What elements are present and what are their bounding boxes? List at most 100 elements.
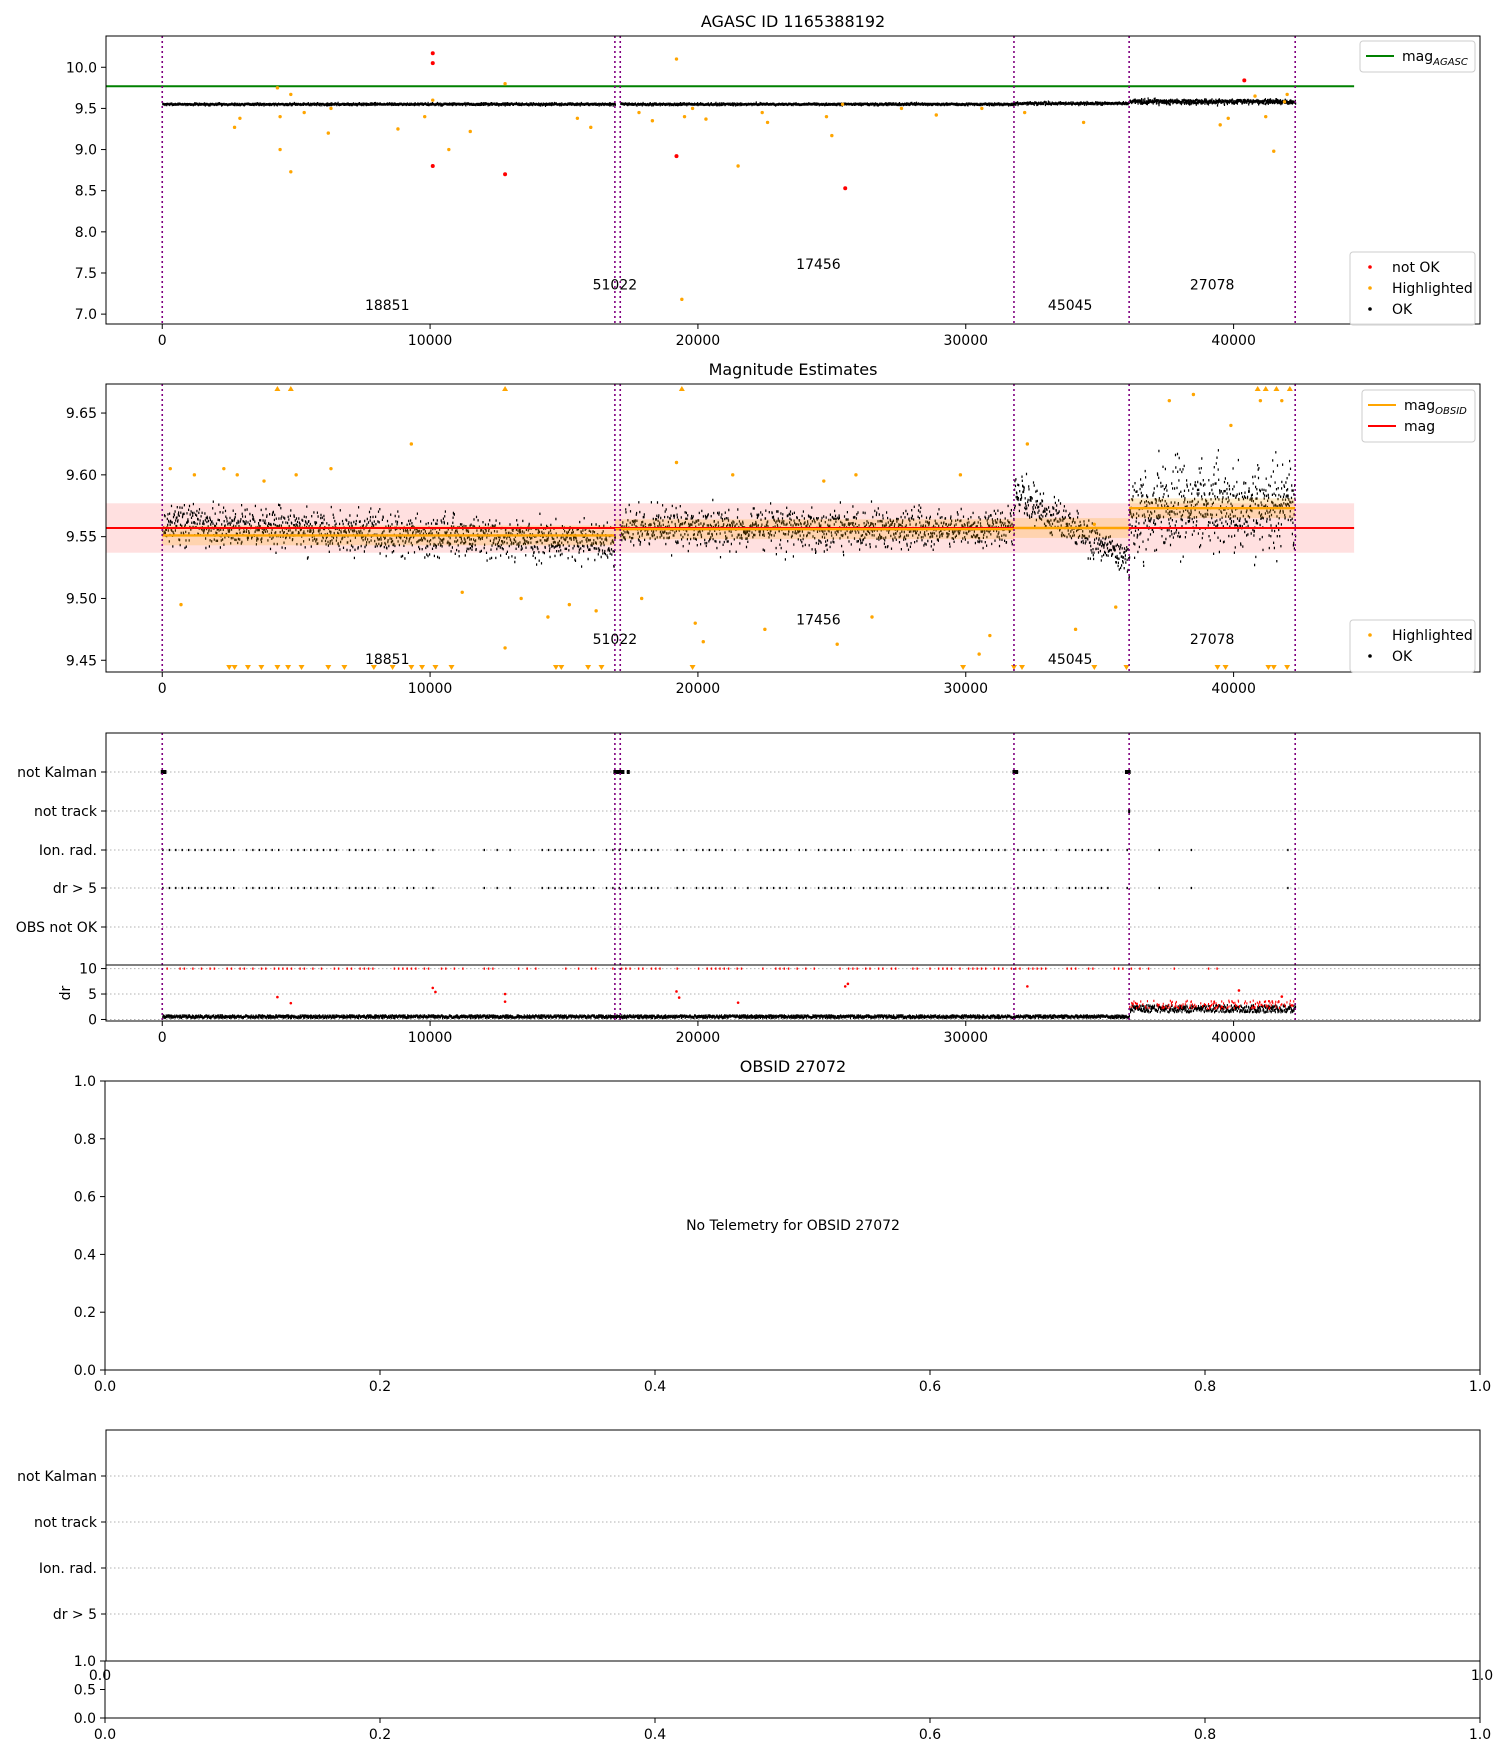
highlighted-point — [1229, 423, 1233, 428]
obsid-label: 51022 — [593, 632, 638, 648]
not-kalman-point — [1012, 770, 1016, 774]
legend-label: magOBSID — [1404, 398, 1467, 417]
highlighted-point — [1282, 100, 1287, 104]
x-tick-label: 40000 — [1211, 1030, 1256, 1046]
agasc-magnitude-panel: AGASC ID 1165388192 18851 51022 17456 45045… — [66, 12, 1481, 349]
empty-flags-panel: not Kalman not track Ion. rad. dr > 5 0.0 0.2… — [17, 1429, 1493, 1743]
highlighted-point — [854, 473, 858, 477]
highlighted-point — [589, 125, 593, 130]
clipped-high-marker — [287, 386, 294, 391]
clipped-low-marker — [231, 665, 238, 670]
highlighted-point — [693, 621, 697, 625]
dr-outlier-point — [736, 1001, 740, 1004]
legend-label-subscript: OBSID — [1435, 406, 1467, 417]
dr-outlier-point — [1237, 989, 1241, 992]
dr-high-points — [1129, 999, 1295, 1010]
not-kalman-point — [626, 770, 630, 774]
legend-label: mag — [1404, 419, 1435, 435]
x-tick-label: 10000 — [408, 681, 453, 697]
y-tick-label: 9.60 — [66, 468, 97, 484]
highlighted-point — [1073, 627, 1078, 632]
highlighted-point — [503, 82, 507, 86]
highlighted-point — [1226, 116, 1230, 120]
highlighted-point — [674, 460, 679, 465]
clipped-low-marker — [432, 665, 439, 670]
legend-label-text: not OK — [1392, 260, 1440, 276]
dr-outlier-point — [276, 995, 279, 999]
clipped-low-marker — [1214, 665, 1221, 670]
highlighted-point — [1022, 110, 1027, 115]
x-tick-label: 30000 — [943, 1030, 988, 1046]
clipped-high-marker — [1286, 386, 1293, 391]
y-tick-label: 0.5 — [74, 1683, 96, 1699]
not-ok-point — [430, 61, 435, 66]
clipped-low-marker — [448, 665, 455, 670]
not-kalman-point — [1015, 770, 1019, 774]
x-tick-label: 10000 — [408, 1030, 453, 1046]
clipped-high-marker — [1273, 386, 1280, 391]
highlighted-point — [988, 633, 992, 638]
not-ok-point — [674, 154, 679, 159]
x-tick-label: 40000 — [1211, 333, 1256, 349]
not-kalman-point — [163, 770, 167, 774]
highlighted-point — [824, 114, 829, 119]
clipped-high-marker — [502, 386, 509, 391]
clipped-low-marker — [298, 665, 305, 670]
clipped-low-marker — [585, 665, 592, 670]
x-tick-label: 20000 — [676, 1030, 721, 1046]
x-tick-label: 30000 — [943, 333, 988, 349]
legend-label: OK — [1392, 649, 1413, 665]
not-kalman-point — [1127, 770, 1131, 774]
y-tick-label: 9.65 — [66, 406, 97, 422]
obsid-label: 18851 — [365, 652, 410, 668]
clipped-low-marker — [325, 665, 332, 670]
dr-outlier-point — [1026, 985, 1029, 988]
obsid-27072-panel: OBSID 27072 No Telemetry for OBSID 27072… — [74, 1057, 1491, 1395]
highlighted-point — [870, 615, 874, 619]
highlighted-point — [289, 170, 293, 174]
obsid-27072-axes-frame — [104, 1080, 1481, 1371]
x-tick-label: 1.0 — [1469, 1379, 1491, 1395]
x-tick-label: 0 — [158, 333, 167, 349]
flag-row-label: dr > 5 — [53, 1607, 97, 1623]
y-tick-label: 9.0 — [75, 143, 97, 159]
clipped-low-marker — [341, 665, 348, 670]
highlighted-point — [1280, 398, 1284, 403]
highlighted-point — [1167, 398, 1172, 403]
legend-box — [1359, 40, 1476, 73]
x-tick-label: 0 — [158, 1030, 167, 1046]
highlighted-point — [1264, 114, 1268, 119]
legend-dot-swatch — [1368, 633, 1372, 637]
y-tick-label: 9.5 — [75, 101, 97, 117]
clipped-low-marker — [598, 665, 605, 670]
y-tick-label: 7.0 — [75, 307, 97, 323]
clipped-low-marker — [244, 665, 251, 670]
highlighted-point — [232, 125, 237, 130]
clipped-low-marker — [1019, 665, 1025, 670]
highlighted-point — [168, 466, 172, 471]
highlighted-point — [1218, 123, 1222, 127]
highlighted-point — [1092, 522, 1097, 526]
highlighted-point — [830, 133, 834, 138]
highlighted-point — [503, 646, 507, 650]
empty-flags-axes-frame — [105, 1429, 1481, 1662]
dr-y-tick-label: 5 — [88, 987, 97, 1003]
highlighted-point — [763, 627, 767, 632]
highlighted-point — [222, 466, 226, 471]
y-tick-label: 0.8 — [74, 1132, 96, 1148]
magnitude-estimates-title: Magnitude Estimates — [709, 360, 878, 379]
highlighted-point — [278, 147, 282, 152]
highlighted-point — [468, 129, 472, 134]
highlighted-point — [575, 116, 580, 120]
flag-row-label: OBS not OK — [16, 920, 98, 936]
legend-dot-swatch — [1368, 307, 1372, 311]
highlighted-point — [278, 114, 282, 119]
y-tick-label: 0.0 — [74, 1711, 96, 1727]
dr-outlier-point — [289, 1001, 293, 1005]
flag-row-label: not track — [34, 1515, 98, 1531]
x-tick-label: 0.8 — [1194, 1727, 1216, 1743]
not-ok-point — [430, 51, 435, 56]
dr-outlier-point — [846, 982, 850, 986]
highlighted-point — [701, 640, 705, 644]
flag-row-label: not Kalman — [17, 765, 97, 781]
